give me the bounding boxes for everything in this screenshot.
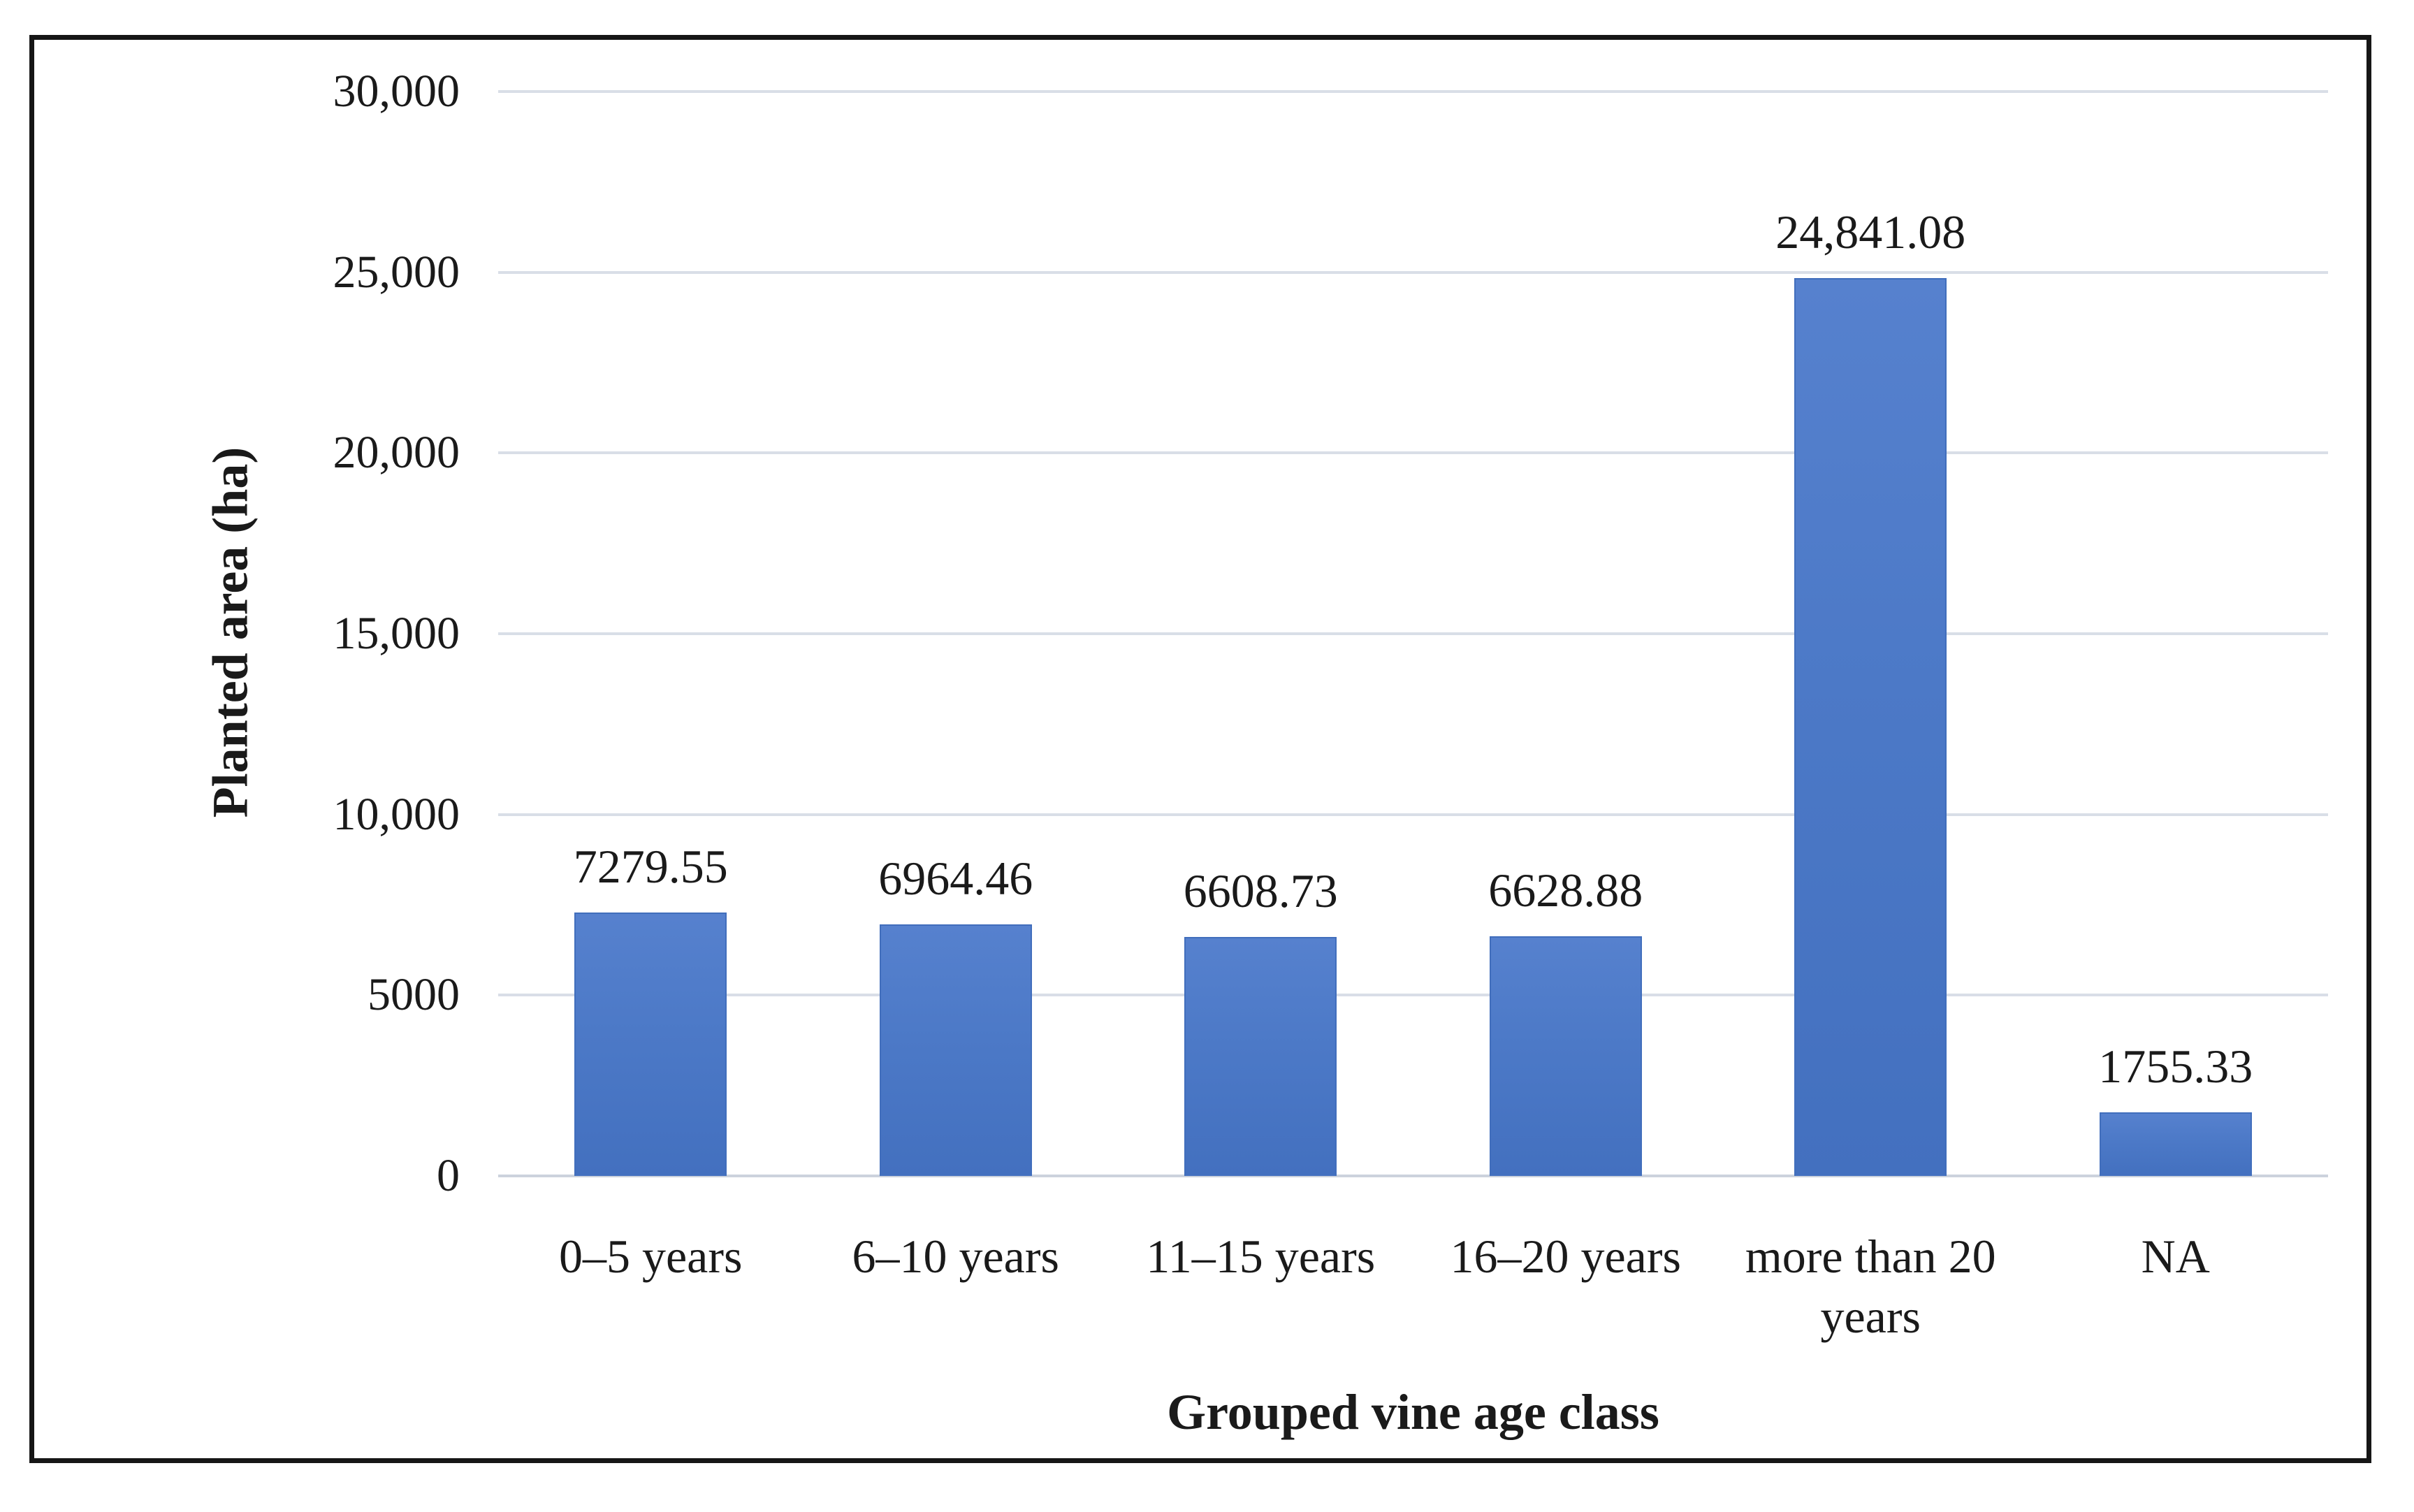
gridline: [498, 90, 2328, 93]
gridline: [498, 270, 2328, 274]
gridline: [498, 632, 2328, 635]
y-tick-label: 15,000: [333, 608, 460, 659]
bar-value-label: 6964.46: [878, 851, 1033, 905]
gridline: [498, 451, 2328, 455]
bar: [879, 924, 1032, 1176]
y-tick-label: 30,000: [333, 66, 460, 117]
bar: [574, 913, 727, 1176]
bar-value-label: 24,841.08: [1775, 205, 1966, 259]
x-axis-line: [498, 1175, 2328, 1177]
y-tick-label: 25,000: [333, 246, 460, 298]
x-category-label: NA: [2141, 1230, 2210, 1283]
y-tick-label: 5000: [368, 969, 460, 1021]
bar-value-label: 7279.55: [573, 840, 728, 894]
x-category-label: more than 20 years: [1745, 1230, 1996, 1343]
gridline: [498, 994, 2328, 997]
x-category-label: 6–10 years: [852, 1230, 1059, 1283]
bar: [1794, 277, 1947, 1176]
bar-value-label: 6628.88: [1488, 864, 1643, 917]
x-category-label: 0–5 years: [559, 1230, 743, 1283]
x-axis-title: Grouped vine age class: [1167, 1384, 1659, 1440]
y-tick-label: 0: [437, 1150, 460, 1201]
bar-value-label: 1755.33: [2098, 1040, 2253, 1093]
gridline: [498, 813, 2328, 816]
bar-value-label: 6608.73: [1183, 864, 1338, 918]
bar: [1489, 936, 1642, 1176]
bar: [1184, 937, 1337, 1176]
y-tick-label: 20,000: [333, 427, 460, 479]
y-tick-label: 10,000: [333, 788, 460, 840]
bar: [2099, 1112, 2252, 1176]
x-category-label: 16–20 years: [1450, 1230, 1681, 1283]
x-category-label: 11–15 years: [1146, 1230, 1376, 1283]
